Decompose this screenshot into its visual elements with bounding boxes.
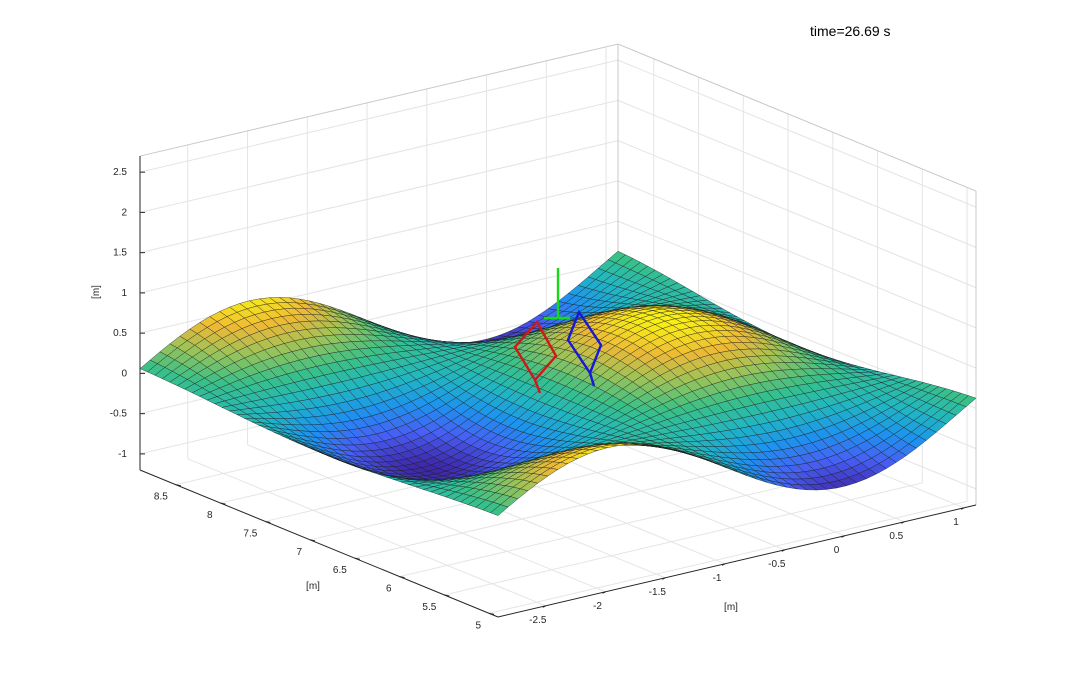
x-tick-label: 0.5 — [889, 531, 903, 542]
x-tick-label: -0.5 — [768, 559, 786, 570]
z-tick-label: 0.5 — [113, 328, 127, 339]
x-tick-label: -1.5 — [649, 587, 667, 598]
y-tick-label: 7 — [296, 547, 302, 558]
y-tick-label: 5 — [475, 620, 481, 631]
y-tick-label: 8 — [207, 510, 213, 521]
z-tick-label: 2 — [121, 207, 127, 218]
x-tick-label: -1 — [713, 573, 722, 584]
z-axis-label: [m] — [91, 285, 102, 299]
x-axis-label: [m] — [724, 602, 738, 613]
z-tick-label: 1.5 — [113, 248, 127, 259]
z-tick-label: 0 — [121, 368, 127, 379]
z-tick-label: 2.5 — [113, 167, 127, 178]
y-tick-label: 8.5 — [154, 492, 168, 503]
x-tick-label: -2.5 — [529, 615, 547, 626]
floor-grid-line — [489, 501, 967, 613]
z-tick-label: 1 — [121, 288, 127, 299]
y-tick-label: 7.5 — [243, 528, 257, 539]
y-tick-mark — [400, 577, 405, 578]
wall-grid-line — [618, 60, 976, 207]
y-tick-mark — [265, 521, 270, 522]
box-edge — [618, 44, 976, 191]
y-tick-label: 6.5 — [333, 565, 347, 576]
z-tick-label: -0.5 — [110, 409, 128, 420]
y-axis-label: [m] — [306, 581, 320, 592]
x-tick-label: 0 — [834, 545, 840, 556]
y-tick-mark — [176, 485, 181, 486]
y-tick-mark — [355, 558, 360, 559]
y-tick-mark — [221, 503, 226, 504]
y-tick-mark — [310, 540, 315, 541]
y-tick-label: 5.5 — [422, 602, 436, 613]
y-tick-label: 6 — [386, 584, 392, 595]
y-tick-mark — [444, 595, 449, 596]
time-readout: time=26.69 s — [810, 23, 891, 39]
y-tick-mark — [489, 613, 494, 614]
x-tick-label: 1 — [953, 517, 959, 528]
x-tick-label: -2 — [593, 601, 602, 612]
z-tick-label: -1 — [118, 449, 127, 460]
